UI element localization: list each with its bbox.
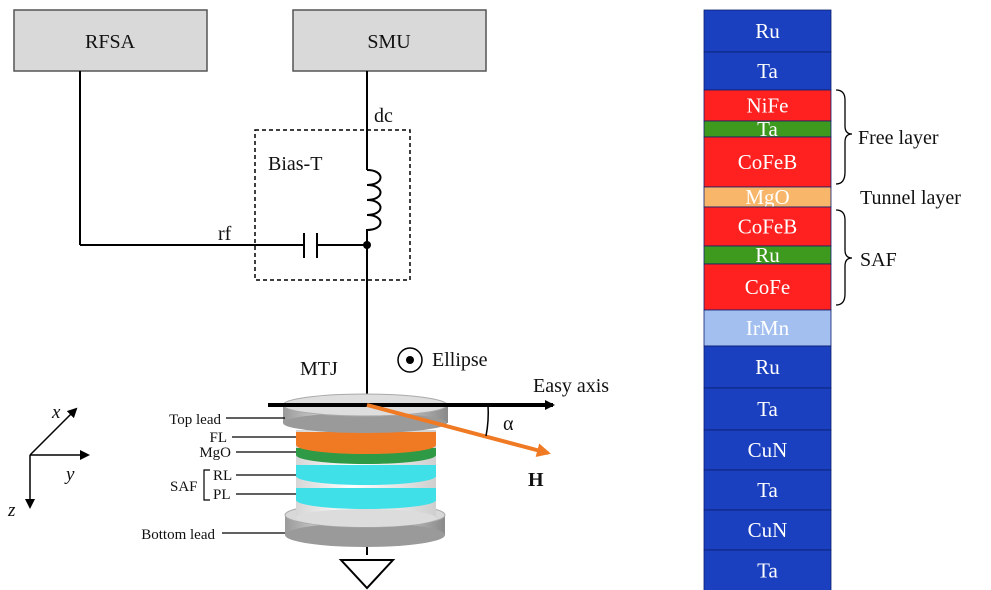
- layer-ru-10: [703, 345, 832, 389]
- alpha-arc: [485, 404, 490, 437]
- layer-label: NiFe: [747, 94, 789, 118]
- coordinate-axes: [25, 407, 90, 509]
- axis-z-label: z: [7, 500, 16, 521]
- layer-ta-13: [703, 469, 832, 511]
- layer-label: Ta: [757, 397, 778, 421]
- layer-cofe-8: [703, 263, 832, 311]
- tunnel-layer-label: Tunnel layer: [860, 187, 961, 209]
- bottom-lead-label: Bottom lead: [141, 527, 215, 543]
- layer-label: Ru: [755, 19, 780, 43]
- layer-irmn-9: [703, 309, 832, 347]
- axis-x-label: x: [51, 402, 61, 423]
- h-label: H: [528, 469, 544, 491]
- layer-nife-2: [703, 89, 832, 122]
- rfsa-box: [13, 9, 208, 72]
- axis-y-label: y: [64, 464, 75, 485]
- mgo-label: MgO: [199, 445, 231, 461]
- pillar-leader-lines: [222, 417, 296, 534]
- fl-label: FL: [209, 430, 227, 446]
- layer-ta-1: [703, 51, 832, 91]
- ellipse-label: Ellipse: [432, 349, 488, 371]
- inductor-symbol: [366, 169, 382, 245]
- bias-t-box: [254, 129, 411, 281]
- layer-label: MgO: [745, 185, 789, 209]
- layer-label: Ta: [757, 559, 778, 583]
- layer-stack: RuTaNiFeTaCoFeBMgOCoFeBRuCoFeIrMnRuTaCuN…: [703, 9, 832, 590]
- dc-label: dc: [374, 105, 393, 127]
- ground-icon: [338, 559, 396, 590]
- layer-label: CuN: [748, 518, 788, 542]
- layer-label: CoFe: [745, 275, 791, 299]
- layer-label: Ta: [757, 478, 778, 502]
- free-layer-label: Free layer: [858, 127, 939, 149]
- saf-bracket: [203, 469, 210, 501]
- layer-label: Ru: [755, 355, 780, 379]
- layer-label: Ru: [755, 243, 780, 267]
- bias-t-label: Bias-T: [268, 153, 322, 175]
- layer-ta-15: [703, 549, 832, 590]
- saf-pillar-label: SAF: [170, 479, 198, 495]
- layer-cofeb-6: [703, 206, 832, 247]
- smu-box: [292, 9, 487, 72]
- top-lead-label: Top lead: [169, 412, 221, 428]
- smu-label: SMU: [367, 31, 411, 53]
- mtj-label: MTJ: [300, 358, 338, 380]
- layer-label: Ta: [757, 117, 778, 141]
- alpha-label: α: [503, 413, 514, 435]
- layer-cun-12: [703, 429, 832, 471]
- rf-label: rf: [218, 223, 232, 245]
- layer-ta-11: [703, 387, 832, 431]
- easy-axis-label: Easy axis: [533, 375, 609, 397]
- out-of-plane-dot-icon: [406, 356, 414, 364]
- layer-label: IrMn: [746, 316, 790, 340]
- layer-label: CuN: [748, 438, 788, 462]
- capacitor-symbol: [303, 233, 318, 258]
- layer-cofeb-4: [703, 136, 832, 188]
- rl-label: RL: [213, 468, 232, 484]
- junction-dot: [363, 241, 371, 249]
- layer-cun-14: [703, 509, 832, 551]
- h-field-arrow: [366, 403, 551, 457]
- saf-stack-label: SAF: [860, 249, 897, 271]
- layer-label: CoFeB: [738, 215, 798, 239]
- layer-label: CoFeB: [738, 150, 798, 174]
- layer-ru-0: [703, 9, 832, 53]
- pl-label: PL: [213, 487, 231, 503]
- layer-label: Ta: [757, 59, 778, 83]
- mtj-pillar: [282, 393, 448, 547]
- stack-braces: [835, 89, 853, 306]
- rfsa-label: RFSA: [85, 31, 136, 53]
